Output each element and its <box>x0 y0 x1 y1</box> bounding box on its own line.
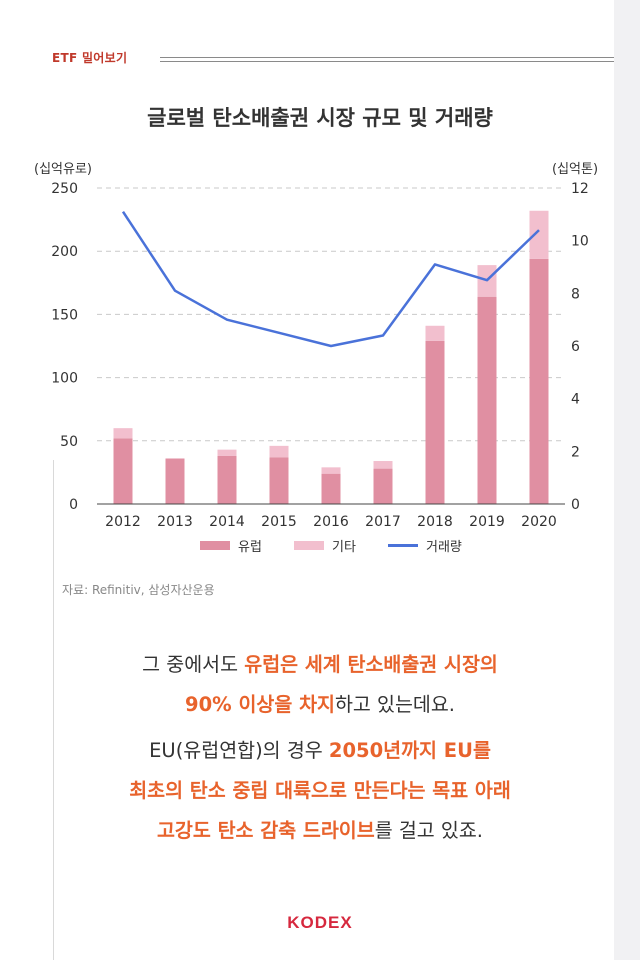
y2-tick-label: 0 <box>571 497 580 513</box>
x-tick-label: 2015 <box>261 514 297 530</box>
x-tick-label: 2020 <box>521 514 557 530</box>
bar-other <box>373 461 393 469</box>
volume-line <box>121 211 540 348</box>
x-tick-label: 2013 <box>157 514 193 530</box>
y-tick-label: 100 <box>51 371 78 387</box>
body-text: 그 중에서도 유럽은 세계 탄소배출권 시장의 90% 이상을 차지하고 있는데… <box>0 645 640 851</box>
legend-label: 거래량 <box>426 540 462 555</box>
y2-tick-label: 12 <box>571 181 589 197</box>
y-tick-label: 150 <box>51 307 78 323</box>
bar-other <box>269 445 289 458</box>
bar-other <box>321 467 341 474</box>
y-tick-label: 50 <box>60 434 78 450</box>
paragraph-2-line-2: 최초의 탄소 중립 대륙으로 만든다는 목표 아래 <box>0 771 640 811</box>
y-tick-label: 200 <box>51 244 78 260</box>
right-axis-label: (십억톤) <box>552 162 598 177</box>
x-tick-label: 2016 <box>313 514 349 530</box>
chart-title: 글로벌 탄소배출권 시장 규모 및 거래량 <box>147 106 493 130</box>
text: 그 중에서도 <box>142 653 245 676</box>
right-side-strip <box>614 0 640 960</box>
bar-europe <box>477 296 497 504</box>
text: 하고 있는데요. <box>334 693 455 716</box>
left-axis-label: (십억유로) <box>34 162 92 177</box>
x-tick-label: 2018 <box>417 514 453 530</box>
y2-tick-label: 10 <box>571 234 589 250</box>
legend-label: 기타 <box>332 540 356 555</box>
highlight-text: 90% 이상을 차지 <box>185 693 335 716</box>
highlight-text: 최초의 탄소 중립 대륙으로 만든다는 목표 아래 <box>129 779 511 802</box>
bar-europe <box>425 340 445 504</box>
paragraph-1-line-1: 그 중에서도 유럽은 세계 탄소배출권 시장의 <box>0 645 640 685</box>
legend-swatch <box>294 541 324 550</box>
paragraph-2-line-3: 고강도 탄소 감축 드라이브를 걸고 있죠. <box>0 811 640 851</box>
bar-other <box>113 428 133 439</box>
bar-europe <box>113 438 133 504</box>
y2-tick-label: 4 <box>571 392 580 408</box>
bar-europe <box>529 258 549 504</box>
bar-other <box>529 210 549 259</box>
y2-tick-label: 6 <box>571 339 580 355</box>
bar-europe <box>269 457 289 504</box>
x-tick-label: 2019 <box>469 514 505 530</box>
y2-tick-label: 2 <box>571 444 580 460</box>
legend-swatch <box>200 541 230 550</box>
bar-europe <box>321 473 341 504</box>
header-rule <box>160 57 614 62</box>
text: 를 걸고 있죠. <box>374 819 483 842</box>
bar-europe <box>165 458 185 504</box>
x-tick-label: 2014 <box>209 514 245 530</box>
bar-other <box>217 449 237 456</box>
paragraph-2-line-1: EU(유럽연합)의 경우 2050년까지 EU를 <box>0 731 640 771</box>
text: EU(유럽연합)의 경우 <box>149 739 329 762</box>
source-note: 자료: Refinitiv, 삼성자산운용 <box>62 583 215 597</box>
legend-label: 유럽 <box>238 540 262 555</box>
highlight-text: 2050년까지 EU를 <box>328 739 491 762</box>
y-tick-label: 250 <box>51 181 78 197</box>
left-divider <box>53 460 54 960</box>
section-label: ETF 밀어보기 <box>52 51 128 65</box>
highlight-text: 유럽은 세계 탄소배출권 시장의 <box>244 653 498 676</box>
y2-tick-label: 8 <box>571 286 580 302</box>
kodex-logo: KODEX <box>287 913 353 932</box>
x-tick-label: 2017 <box>365 514 401 530</box>
bar-europe <box>217 455 237 504</box>
bar-other <box>425 325 445 341</box>
y-tick-label: 0 <box>69 497 78 513</box>
chart: 0 50 100 150 200 250 0 2 4 6 8 10 12 (십억유로) (십억톤) 2012 2… <box>34 162 598 555</box>
highlight-text: 고강도 탄소 감축 드라이브 <box>156 819 375 842</box>
x-tick-label: 2012 <box>105 514 141 530</box>
bar-europe <box>373 468 393 504</box>
paragraph-1-line-2: 90% 이상을 차지하고 있는데요. <box>0 685 640 725</box>
